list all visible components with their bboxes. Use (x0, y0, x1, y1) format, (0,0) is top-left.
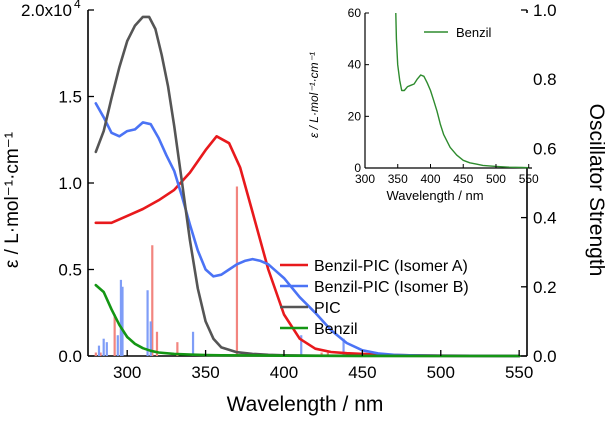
y-right-tick-label-1: 0.2 (533, 278, 557, 297)
inset-x-tick-label-5: 550 (519, 172, 539, 186)
inset-x-tick-label-4: 500 (486, 172, 506, 186)
series-line-3 (94, 283, 521, 358)
legend-label-2: PIC (314, 300, 341, 317)
inset-x-tick-label-3: 450 (453, 172, 473, 186)
y-left-tick-label-2: 1.0 (58, 174, 82, 193)
legend-label-0: Benzil-PIC (Isomer A) (314, 258, 468, 275)
inset-plot-marks (395, 12, 529, 169)
main-plot-marks (94, 15, 521, 358)
inset-axis-ticks: 300 350 400 450 500 550 0 20 40 60 (348, 6, 539, 186)
inset-y-tick-label-3: 60 (348, 6, 362, 20)
inset-legend-label-0: Benzil (456, 25, 492, 40)
y-left-tick-label-3: 1.5 (58, 88, 82, 107)
y-right-tick-label-5: 1.0 (533, 1, 557, 20)
x-tick-label-0: 300 (113, 363, 141, 382)
y-right-tick-label-2: 0.4 (533, 209, 557, 228)
x-axis-title: Wavelength / nm (227, 393, 384, 416)
y-left-exponent: 4 (74, 0, 81, 11)
inset-y-tick-label-2: 40 (348, 58, 362, 72)
inset-y-axis-title: ε / L·mol⁻¹·cm⁻¹ (307, 52, 321, 138)
legend-label-3: Benzil (314, 321, 358, 338)
inset-x-tick-label-1: 350 (388, 172, 408, 186)
x-tick-label-4: 500 (427, 363, 455, 382)
legend-label-1: Benzil-PIC (Isomer B) (314, 279, 469, 296)
y-left-tick-label-0: 0.0 (58, 347, 82, 366)
inset-series-line-0 (395, 12, 529, 169)
series-line-0 (94, 135, 521, 358)
inset-y-tick-label-0: 0 (354, 161, 361, 175)
y-right-tick-label-0: 0.0 (533, 347, 557, 366)
inset-x-tick-label-2: 400 (420, 172, 440, 186)
left-y-axis-title: ε / L·mol⁻¹·cm⁻¹ (2, 132, 23, 268)
x-tick-label-2: 400 (270, 363, 298, 382)
x-tick-label-5: 550 (505, 363, 533, 382)
y-left-tick-label-1: 0.5 (58, 261, 82, 280)
inset-chart: 300 350 400 450 500 550 0 20 40 60 Wavelength / n… (307, 6, 539, 203)
series-line-1 (94, 102, 521, 358)
x-tick-label-1: 350 (191, 363, 219, 382)
x-tick-label-3: 450 (348, 363, 376, 382)
inset-x-axis-title: Wavelength / nm (386, 188, 483, 203)
y-right-tick-label-3: 0.6 (533, 139, 557, 158)
inset-y-tick-label-1: 20 (348, 109, 362, 123)
right-y-axis-title: Oscillator Strength (585, 104, 605, 277)
y-right-tick-label-4: 0.8 (533, 70, 557, 89)
inset-x-tick-label-0: 300 (355, 172, 375, 186)
main-legend: Benzil-PIC (Isomer A) Benzil-PIC (Isomer … (280, 258, 469, 338)
y-left-tick-label-4: 2.0x10 (21, 1, 72, 20)
inset-legend: Benzil (424, 25, 492, 40)
